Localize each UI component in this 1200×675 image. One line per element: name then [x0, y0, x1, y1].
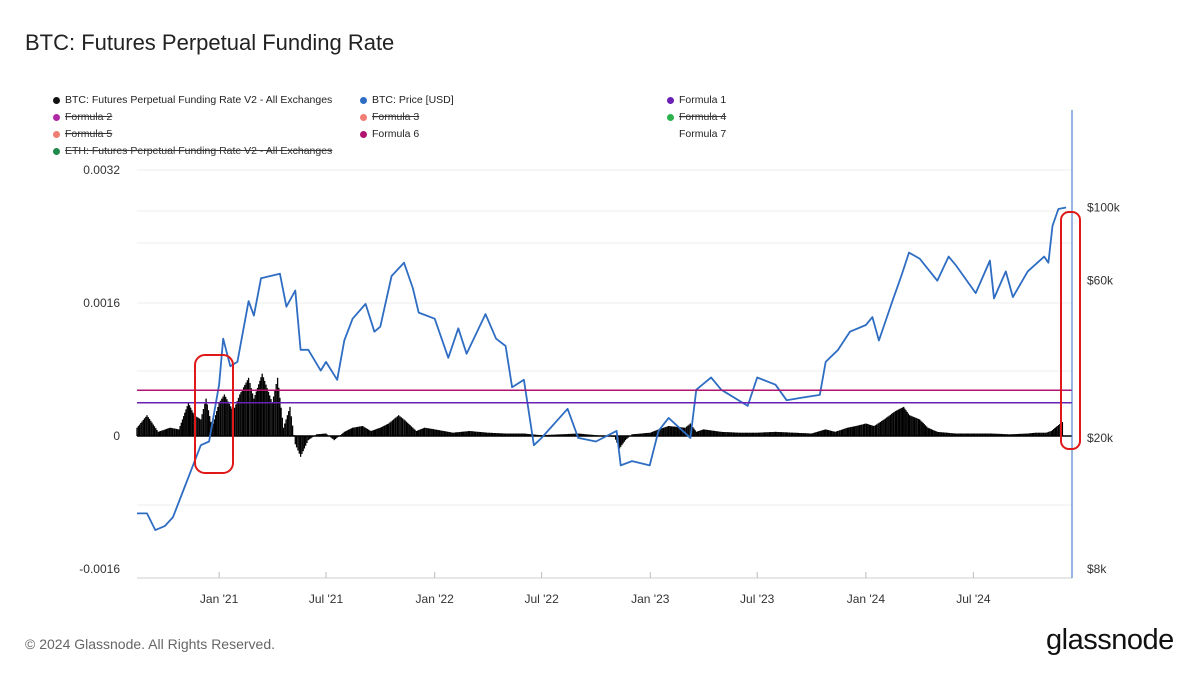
legend-item[interactable]: Formula 7 [667, 128, 726, 140]
legend-label: Formula 7 [679, 128, 727, 140]
legend-label: Formula 6 [372, 128, 420, 140]
left-tick-label: 0.0032 [83, 163, 120, 177]
legend-item[interactable]: Formula 2 [53, 111, 112, 123]
legend-dot [360, 130, 367, 138]
x-tick-label: Jul '22 [524, 592, 559, 606]
legend-item[interactable]: Formula 4 [667, 111, 726, 123]
legend-dot [53, 147, 60, 155]
legend-dot [667, 96, 674, 104]
legend-label: Formula 1 [679, 94, 727, 106]
left-tick-label: -0.0016 [79, 562, 120, 576]
right-tick-label: $8k [1087, 562, 1107, 576]
x-tick-label: Jan '22 [416, 592, 455, 606]
legend-dot [360, 96, 367, 104]
x-tick-label: Jan '24 [847, 592, 886, 606]
copyright-footer: © 2024 Glassnode. All Rights Reserved. [25, 636, 276, 652]
legend-item[interactable]: Formula 3 [360, 111, 419, 123]
legend-dot [53, 113, 60, 121]
legend-item[interactable]: ETH: Futures Perpetual Funding Rate V2 -… [53, 145, 332, 157]
legend-dot [53, 96, 60, 104]
legend-dot [360, 113, 367, 121]
series-layer [136, 206, 1072, 531]
legend-dot [53, 130, 60, 138]
legend-label: Formula 4 [679, 111, 727, 123]
legend-label: Formula 5 [65, 128, 113, 140]
legend-label: Formula 3 [372, 111, 420, 123]
x-axis: Jan '21 Jul '21 Jan '22 Jul '22 Jan '23 Jul '… [200, 572, 991, 606]
btc-price-line [137, 206, 1067, 531]
legend-label: BTC: Futures Perpetual Funding Rate V2 -… [65, 94, 333, 106]
legend-label: Formula 2 [65, 111, 113, 123]
highlight-box-late-2020 [194, 354, 234, 474]
x-tick-label: Jan '23 [631, 592, 670, 606]
left-tick-label: 0.0016 [83, 296, 120, 310]
x-tick-label: Jul '24 [956, 592, 991, 606]
legend-label: BTC: Price [USD] [372, 94, 454, 106]
brand-logo: glassnode [1046, 624, 1174, 656]
legend-label: ETH: Futures Perpetual Funding Rate V2 -… [65, 145, 333, 157]
annotations [194, 211, 1081, 474]
chart-title: BTC: Futures Perpetual Funding Rate [25, 30, 395, 55]
right-tick-label: $20k [1087, 431, 1114, 445]
x-tick-label: Jul '23 [740, 592, 775, 606]
right-tick-label: $100k [1087, 201, 1121, 215]
left-axis: 0.0032 0.0016 0 -0.0016 [79, 163, 120, 576]
x-tick-label: Jul '21 [309, 592, 344, 606]
gridlines [137, 169, 1072, 579]
legend-item[interactable]: BTC: Futures Perpetual Funding Rate V2 -… [53, 94, 332, 106]
funding-rate-bars [136, 373, 1072, 457]
legend-dot [667, 113, 674, 121]
right-axis: $100k $60k $20k $8k [1087, 201, 1121, 576]
legend-item[interactable]: Formula 5 [53, 128, 112, 140]
right-tick-label: $60k [1087, 274, 1114, 288]
legend-item[interactable]: Formula 6 [360, 128, 419, 140]
x-tick-label: Jan '21 [200, 592, 239, 606]
legend-item[interactable]: Formula 1 [667, 94, 726, 106]
legend: BTC: Futures Perpetual Funding Rate V2 -… [0, 0, 1200, 170]
legend-item[interactable]: BTC: Price [USD] [360, 94, 454, 106]
highlight-box-late-2024 [1060, 211, 1081, 450]
left-tick-label: 0 [113, 429, 120, 443]
